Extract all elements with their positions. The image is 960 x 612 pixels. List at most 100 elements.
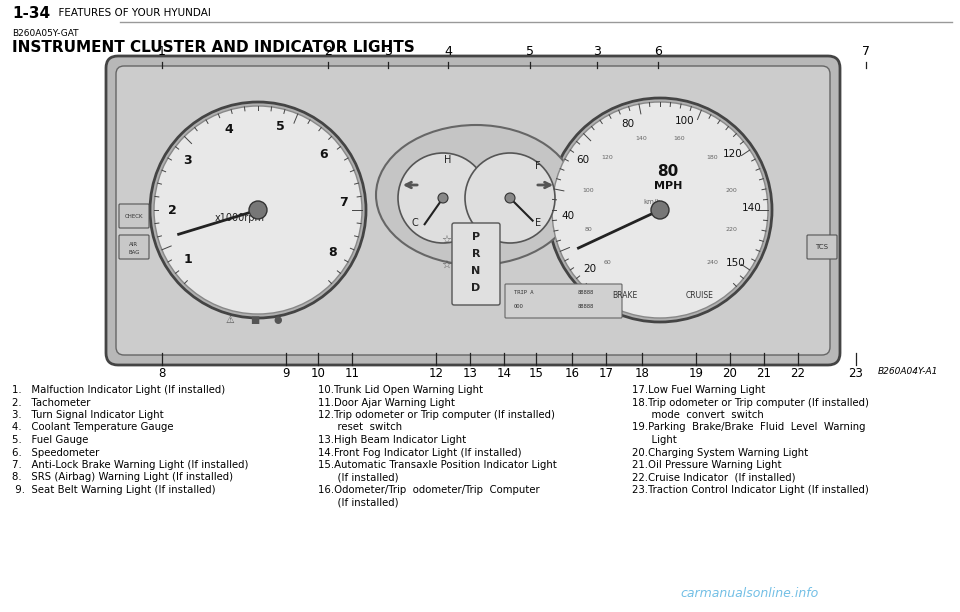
Text: 80: 80 — [658, 165, 679, 179]
Text: 150: 150 — [726, 258, 745, 268]
Text: 13: 13 — [463, 367, 477, 380]
Text: 1.   Malfuction Indicator Light (If installed): 1. Malfuction Indicator Light (If instal… — [12, 385, 226, 395]
Text: AIR: AIR — [130, 242, 138, 247]
FancyBboxPatch shape — [116, 66, 830, 355]
Text: TCS: TCS — [815, 244, 828, 250]
Text: MPH: MPH — [654, 181, 683, 191]
Text: Light: Light — [632, 435, 677, 445]
Text: 60: 60 — [604, 260, 612, 265]
Text: ■: ■ — [251, 315, 259, 325]
Text: 88888: 88888 — [578, 291, 594, 296]
Text: 21.Oil Pressure Warning Light: 21.Oil Pressure Warning Light — [632, 460, 781, 470]
Text: 14.Front Fog Indicator Light (If installed): 14.Front Fog Indicator Light (If install… — [318, 447, 521, 458]
Text: 3: 3 — [183, 154, 192, 167]
Text: 9.  Seat Belt Warning Light (If installed): 9. Seat Belt Warning Light (If installed… — [12, 485, 216, 495]
Text: 88888: 88888 — [578, 304, 594, 308]
Text: INSTRUMENT CLUSTER AND INDICATOR LIGHTS: INSTRUMENT CLUSTER AND INDICATOR LIGHTS — [12, 40, 415, 56]
Text: 10: 10 — [311, 367, 325, 380]
Text: ☆: ☆ — [441, 260, 451, 270]
Text: 7: 7 — [862, 45, 870, 58]
FancyBboxPatch shape — [119, 204, 149, 228]
Circle shape — [552, 102, 768, 318]
Text: (If installed): (If installed) — [318, 498, 398, 507]
Text: 13.High Beam Indicator Light: 13.High Beam Indicator Light — [318, 435, 467, 445]
Text: N: N — [471, 266, 481, 276]
Text: 120: 120 — [602, 155, 613, 160]
Text: km/h: km/h — [643, 199, 660, 205]
Text: 40: 40 — [562, 211, 575, 221]
Text: R: R — [471, 249, 480, 259]
Text: B260A04Y-A1: B260A04Y-A1 — [877, 367, 938, 376]
Text: 11: 11 — [345, 367, 359, 380]
Text: 140: 140 — [635, 136, 647, 141]
Text: 21: 21 — [756, 367, 772, 380]
Text: 220: 220 — [726, 226, 737, 232]
Text: BRAKE: BRAKE — [612, 291, 637, 299]
FancyBboxPatch shape — [505, 284, 622, 318]
Text: FEATURES OF YOUR HYUNDAI: FEATURES OF YOUR HYUNDAI — [52, 8, 211, 18]
Text: CHECK: CHECK — [125, 214, 143, 218]
Text: 22.Cruise Indicator  (If installed): 22.Cruise Indicator (If installed) — [632, 472, 796, 482]
Circle shape — [505, 193, 515, 203]
Circle shape — [150, 102, 366, 318]
Text: 10.Trunk Lid Open Warning Light: 10.Trunk Lid Open Warning Light — [318, 385, 483, 395]
FancyBboxPatch shape — [106, 56, 840, 365]
Text: CRUISE: CRUISE — [686, 291, 714, 299]
Text: 15: 15 — [529, 367, 543, 380]
Text: carmanualsonline.info: carmanualsonline.info — [681, 587, 819, 600]
Text: 20: 20 — [723, 367, 737, 380]
Text: 22: 22 — [790, 367, 805, 380]
Text: 19.Parking  Brake/Brake  Fluid  Level  Warning: 19.Parking Brake/Brake Fluid Level Warni… — [632, 422, 866, 433]
Text: 1: 1 — [158, 45, 166, 58]
Text: x1000rpm: x1000rpm — [215, 213, 265, 223]
Text: P: P — [472, 232, 480, 242]
Text: C: C — [412, 218, 419, 228]
Text: 17: 17 — [598, 367, 613, 380]
Text: 2: 2 — [168, 204, 177, 217]
Text: 4: 4 — [444, 45, 452, 58]
Text: H: H — [444, 155, 452, 165]
Circle shape — [548, 98, 772, 322]
Text: 100: 100 — [675, 116, 695, 127]
Text: 120: 120 — [723, 149, 742, 159]
Text: 160: 160 — [673, 136, 685, 141]
Text: 15.Automatic Transaxle Position Indicator Light: 15.Automatic Transaxle Position Indicato… — [318, 460, 557, 470]
Text: ●: ● — [274, 315, 282, 325]
Text: 80: 80 — [621, 119, 634, 129]
Text: 5: 5 — [276, 121, 284, 133]
Text: mode  convert  switch: mode convert switch — [632, 410, 764, 420]
Text: E: E — [535, 218, 541, 228]
Text: 2.   Tachometer: 2. Tachometer — [12, 398, 90, 408]
Text: 80: 80 — [585, 226, 592, 232]
Text: 6.   Speedometer: 6. Speedometer — [12, 447, 99, 458]
Text: (If installed): (If installed) — [318, 472, 398, 482]
Text: 20: 20 — [583, 264, 596, 274]
Text: D: D — [471, 283, 481, 293]
Text: BAG: BAG — [129, 250, 140, 255]
Text: 8.   SRS (Airbag) Warning Light (If installed): 8. SRS (Airbag) Warning Light (If instal… — [12, 472, 233, 482]
Text: 11.Door Ajar Warning Light: 11.Door Ajar Warning Light — [318, 398, 455, 408]
Text: 4.   Coolant Temperature Gauge: 4. Coolant Temperature Gauge — [12, 422, 174, 433]
Text: 6: 6 — [320, 148, 328, 161]
Circle shape — [651, 201, 669, 219]
Text: 100: 100 — [583, 188, 594, 193]
Text: 12.Trip odometer or Trip computer (If installed): 12.Trip odometer or Trip computer (If in… — [318, 410, 555, 420]
Text: 5: 5 — [526, 45, 534, 58]
Text: 5.   Fuel Gauge: 5. Fuel Gauge — [12, 435, 88, 445]
Text: 1: 1 — [183, 253, 192, 266]
Text: 23: 23 — [849, 367, 863, 380]
Text: 240: 240 — [707, 260, 718, 265]
Text: 200: 200 — [726, 188, 737, 193]
Ellipse shape — [376, 125, 576, 265]
Text: 3: 3 — [593, 45, 601, 58]
Text: 16.Odometer/Trip  odometer/Trip  Computer: 16.Odometer/Trip odometer/Trip Computer — [318, 485, 540, 495]
Text: 180: 180 — [707, 155, 718, 160]
Text: 2: 2 — [324, 45, 332, 58]
FancyBboxPatch shape — [452, 223, 500, 305]
Text: 6: 6 — [654, 45, 662, 58]
Text: 140: 140 — [742, 203, 762, 213]
Text: 14: 14 — [496, 367, 512, 380]
Text: F: F — [535, 161, 540, 171]
Circle shape — [465, 153, 555, 243]
Text: 18.Trip odometer or Trip computer (If installed): 18.Trip odometer or Trip computer (If in… — [632, 398, 869, 408]
